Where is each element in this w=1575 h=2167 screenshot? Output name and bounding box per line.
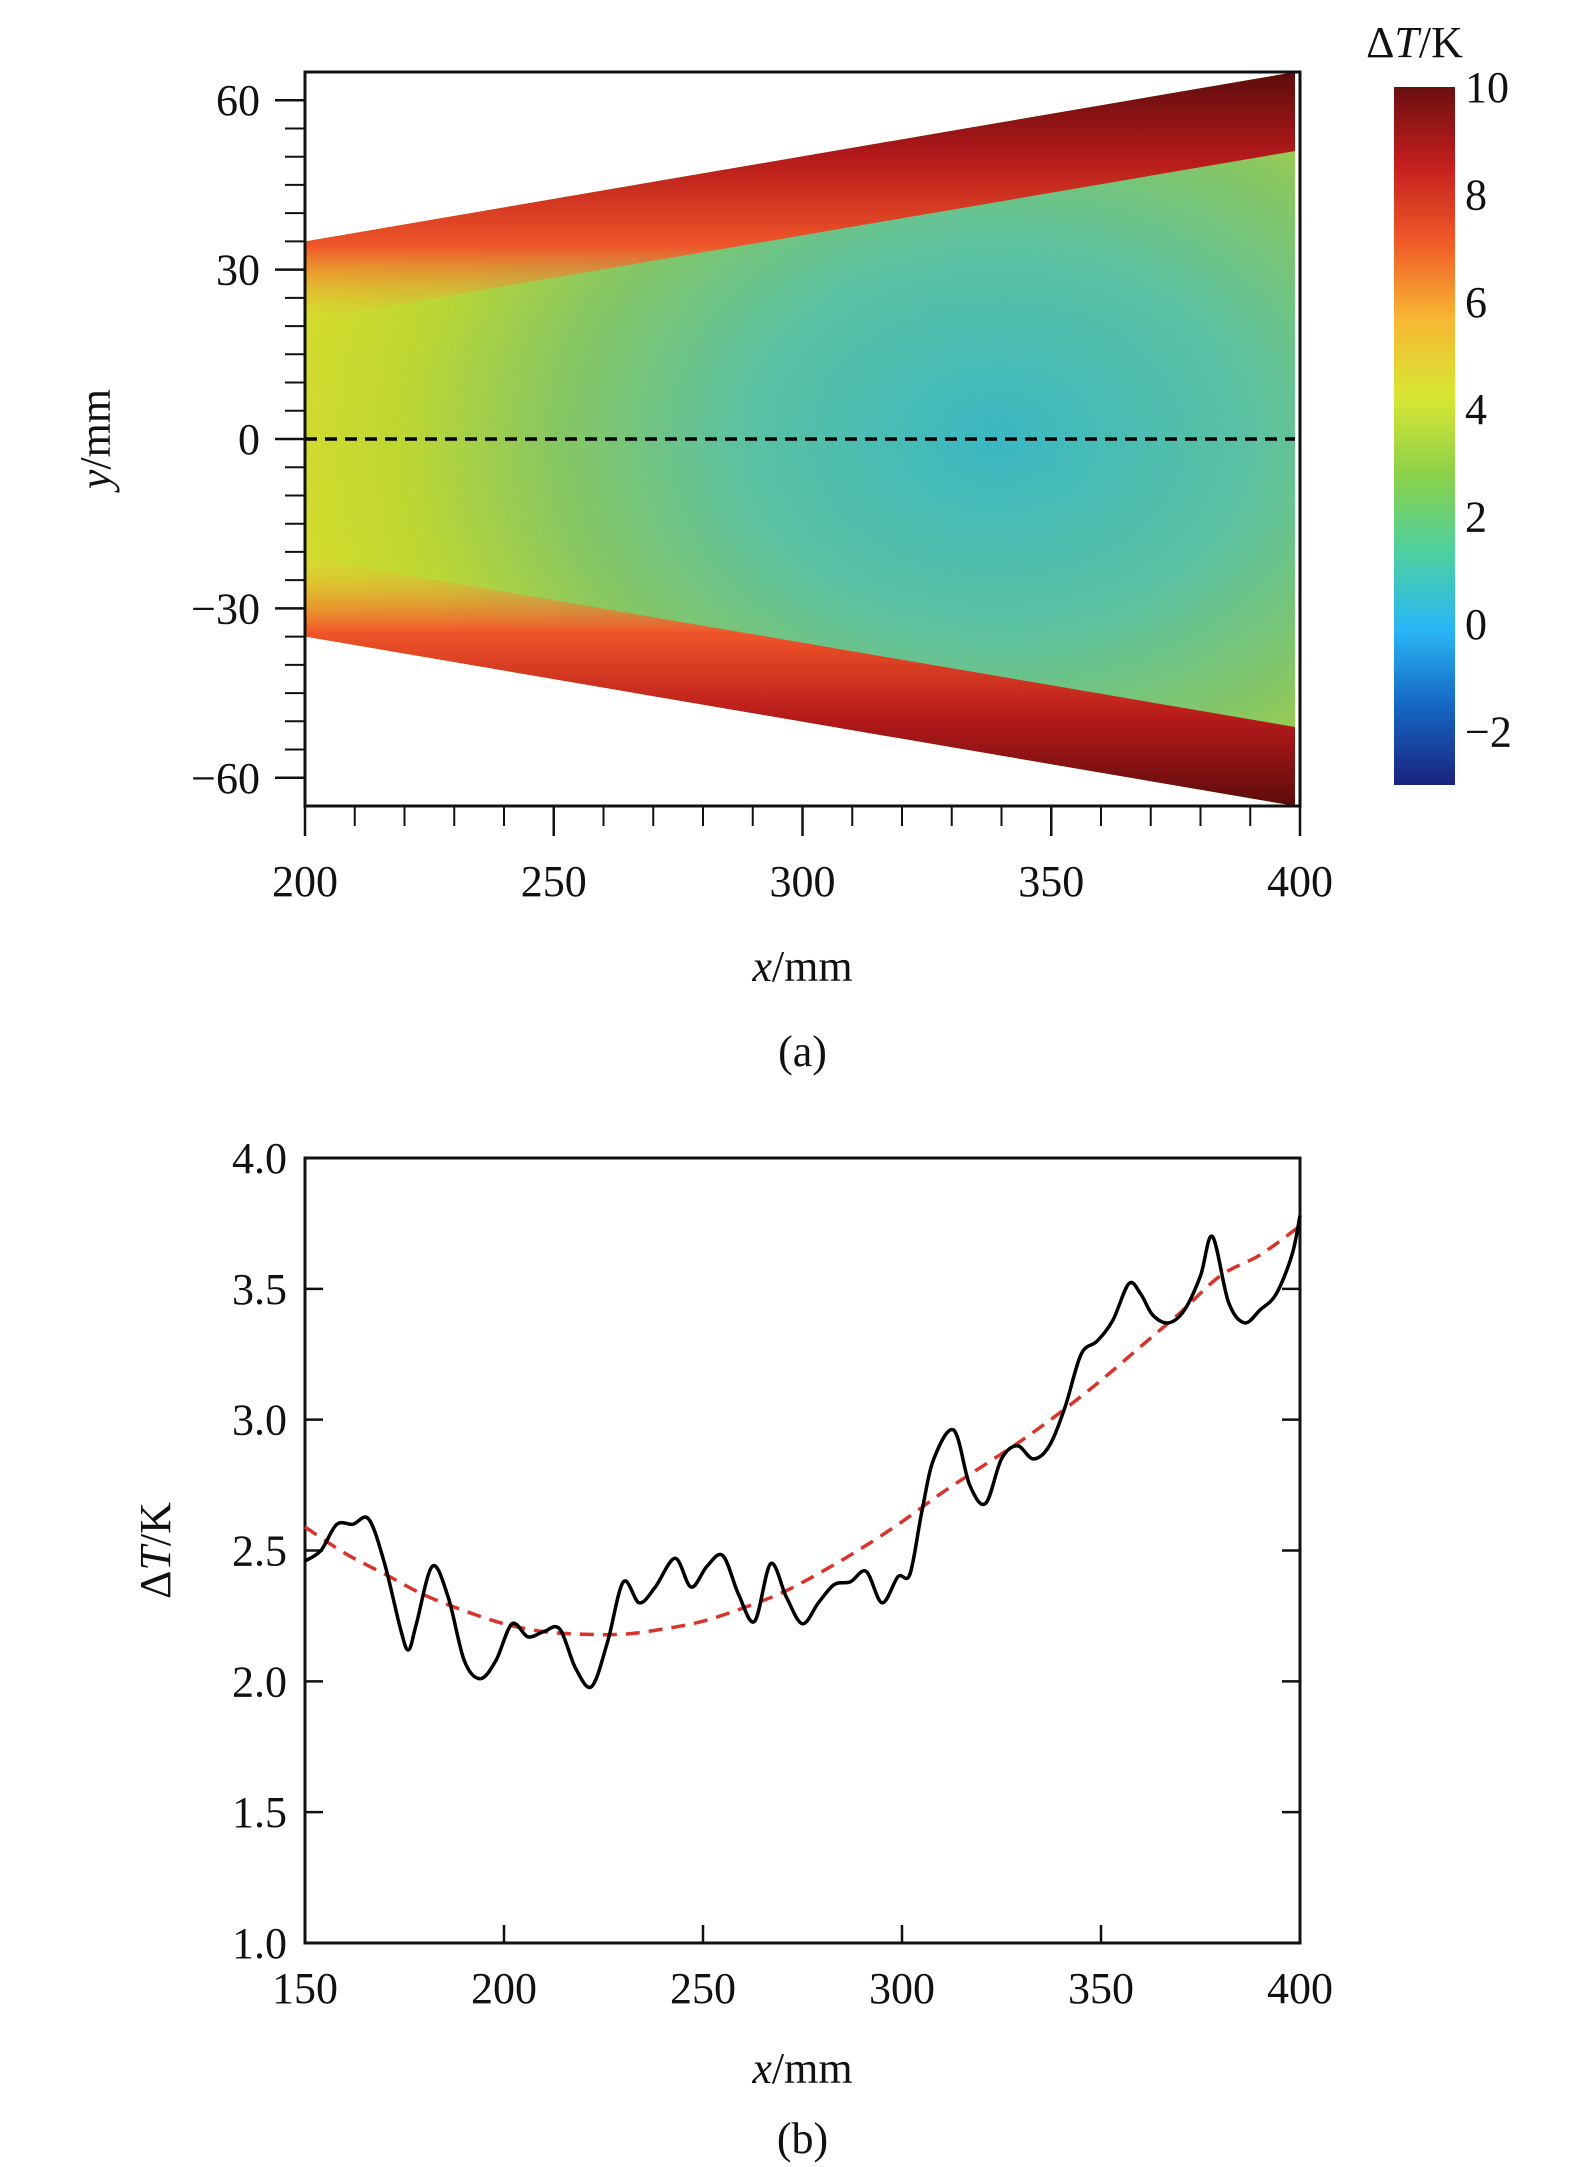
heatmap-edge-band-bottom [305, 557, 1295, 806]
panel-b-y-prefix: Δ [131, 1571, 180, 1599]
colorbar-tick-label: −2 [1465, 707, 1512, 756]
colorbar-tick-label: 8 [1465, 170, 1487, 219]
panel-b-x-tick-label: 250 [670, 1964, 736, 2013]
heatmap-edge-band-top [305, 72, 1295, 321]
panel-a-y-axis-label: y/mm [71, 389, 120, 493]
colorbar-title-unit: /K [1419, 18, 1463, 67]
panel-a-y-tick-label: 60 [216, 76, 260, 125]
panel-b-x-tick-label: 300 [869, 1964, 935, 2013]
panel-b-y-tick-label: 3.5 [232, 1265, 287, 1314]
panel-b-x-tick-label: 150 [272, 1964, 338, 2013]
colorbar-tick-label: 0 [1465, 600, 1487, 649]
panel-b-tick-labels: 150 200 250 300 350 400 1.0 1.5 2.0 2.5 3.0 3.5 4.0 [232, 1134, 1333, 2013]
panel-b-y-axis-label: ΔT/K [131, 1502, 180, 1599]
panel-a-x-tick-label: 250 [521, 857, 587, 906]
panel-b-caption: (b) [777, 2114, 828, 2163]
panel-a-x-tick-label: 300 [770, 857, 836, 906]
colorbar-tick-label: 10 [1465, 63, 1509, 112]
panel-a-y-var: y [71, 469, 120, 493]
panel-b-line-chart: 150 200 250 300 350 4001.01.52.02.53.03.54.0 … [131, 1134, 1333, 2163]
panel-a-ticks [275, 98, 1302, 836]
panel-b-x-var: x [751, 2044, 772, 2093]
colorbar-title: ΔT/K [1366, 18, 1463, 67]
panel-b-y-unit: /K [131, 1502, 180, 1546]
panel-a-x-axis-label: x/mm [751, 942, 852, 991]
colorbar-title-prefix: Δ [1366, 18, 1394, 67]
panel-a-y-tick-label: 30 [216, 246, 260, 295]
panel-a-y-tick-label: 0 [238, 415, 260, 464]
panel-a-y-unit: /mm [71, 389, 120, 470]
panel-b-y-tick-label: 3.0 [232, 1396, 287, 1445]
heatmap-field [305, 72, 1295, 806]
colorbar-tick-label: 6 [1465, 278, 1487, 327]
panel-b-y-var: T [131, 1543, 180, 1571]
panel-a-y-tick-label: −60 [191, 754, 260, 803]
panel-b-y-tick-label: 2.0 [232, 1657, 287, 1706]
colorbar-tick-label: 2 [1465, 493, 1487, 542]
panel-a-x-tick-label: 350 [1018, 857, 1084, 906]
panel-b-y-tick-label: 2.5 [232, 1527, 287, 1576]
panel-b-ticks [303, 1156, 1302, 1945]
panel-b-y-tick-label: 1.0 [232, 1919, 287, 1968]
panel-a-x-tick-label: 400 [1267, 857, 1333, 906]
panel-a-x-unit: /mm [772, 942, 853, 991]
panel-b-frame [303, 1156, 1302, 1945]
colorbar-tick-labels: 10 8 6 4 2 0 −2 [1465, 63, 1512, 756]
colorbar-gradient [1394, 87, 1455, 785]
panel-a-caption: (a) [778, 1027, 827, 1076]
panel-b-x-unit: /mm [772, 2044, 853, 2093]
panel-b-y-tick-label: 1.5 [232, 1788, 287, 1837]
panel-b-y-tick-label: 4.0 [232, 1134, 287, 1183]
panel-b-x-tick-label: 200 [471, 1964, 537, 2013]
panel-a-y-tick-label: −30 [191, 584, 260, 633]
panel-b-x-axis-label: x/mm [751, 2044, 852, 2093]
panel-a-x-var: x [751, 942, 772, 991]
colorbar-tick-label: 4 [1465, 385, 1487, 434]
colorbar: ΔT/K 10 8 6 4 2 0 −2 [1366, 18, 1512, 785]
series-measured-solid [304, 1215, 1302, 1690]
panel-a-x-tick-label: 200 [272, 857, 338, 906]
panel-b-x-tick-label: 350 [1068, 1964, 1134, 2013]
colorbar-title-var: T [1394, 18, 1422, 67]
panel-b-x-tick-label: 400 [1267, 1964, 1333, 2013]
series-fit-dashed [304, 1224, 1302, 1637]
